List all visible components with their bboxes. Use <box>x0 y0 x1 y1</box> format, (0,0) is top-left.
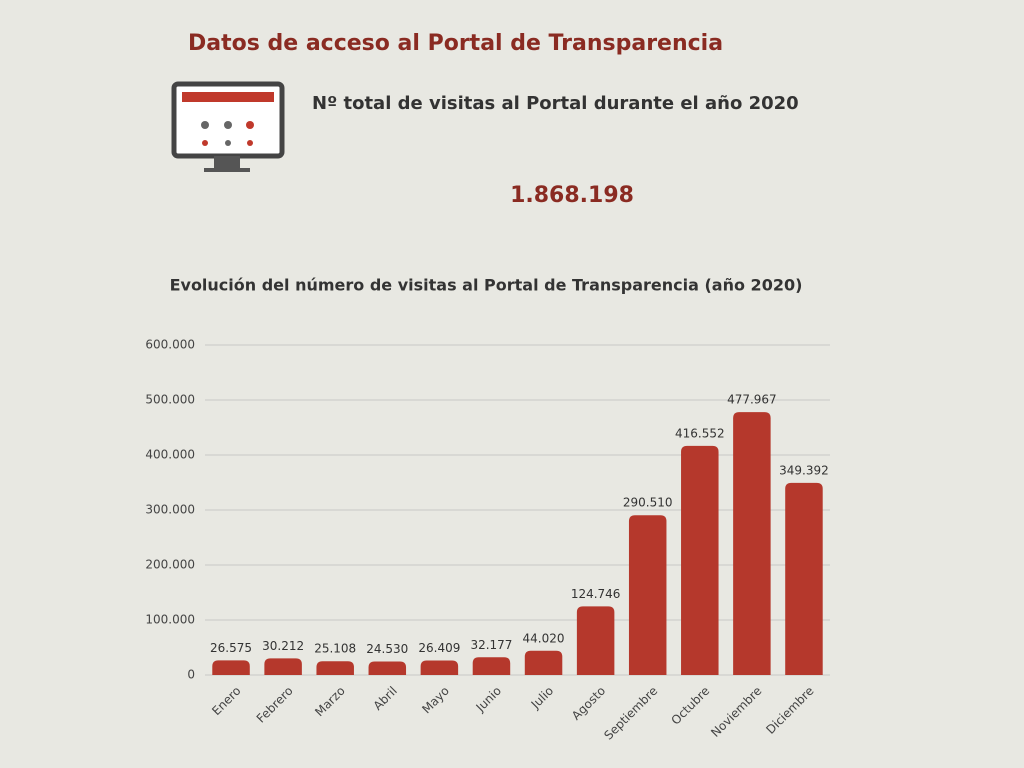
y-tick-label: 100.000 <box>145 613 195 627</box>
y-tick-label: 500.000 <box>145 393 195 407</box>
monitor-icon <box>171 81 285 172</box>
y-tick-label: 200.000 <box>145 558 195 572</box>
y-tick-label: 400.000 <box>145 448 195 462</box>
data-label: 24.530 <box>366 642 408 656</box>
data-label: 25.108 <box>314 642 356 656</box>
bar <box>316 661 354 675</box>
data-label: 32.177 <box>470 638 512 652</box>
data-label: 416.552 <box>675 426 725 440</box>
total-visits: 1.868.198 <box>510 183 634 208</box>
bar <box>576 606 615 675</box>
bar <box>628 515 667 675</box>
data-label: 26.575 <box>210 641 252 655</box>
data-label: 44.020 <box>523 631 565 645</box>
bar <box>681 445 719 675</box>
y-tick-label: 300.000 <box>145 503 195 517</box>
data-label: 124.746 <box>571 587 621 601</box>
y-tick-label: 600.000 <box>145 338 195 352</box>
bar <box>368 661 407 675</box>
bar <box>472 657 511 675</box>
data-label: 30.212 <box>262 639 304 653</box>
bar <box>524 650 563 675</box>
data-label: 26.409 <box>418 641 460 655</box>
data-label: 290.510 <box>623 496 673 510</box>
bar <box>420 660 459 675</box>
bar <box>212 660 250 675</box>
bar <box>785 482 823 675</box>
y-tick-label: 0 <box>187 668 195 682</box>
data-label: 477.967 <box>727 393 777 407</box>
subtitle: Nº total de visitas al Portal durante el… <box>312 93 799 114</box>
bar <box>264 658 302 675</box>
page-title: Datos de acceso al Portal de Transparenc… <box>188 31 723 56</box>
chart-title: Evolución del número de visitas al Porta… <box>170 276 803 295</box>
bar <box>733 412 771 675</box>
data-label: 349.392 <box>779 463 829 477</box>
